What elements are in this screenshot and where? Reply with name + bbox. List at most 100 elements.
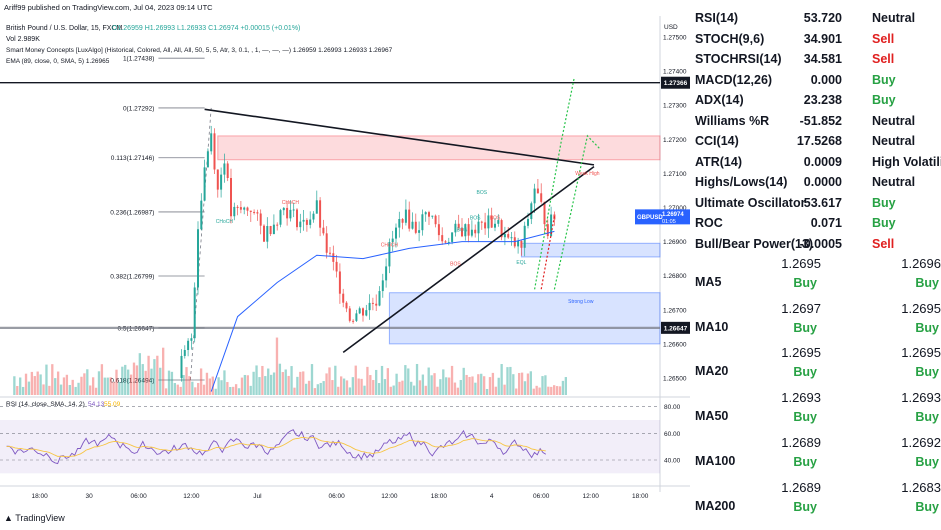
indicator-signal: Sell xyxy=(872,31,895,46)
candle-body xyxy=(210,133,213,152)
ma-name: MA100 xyxy=(695,453,736,468)
ma-exponential-signal: Buy xyxy=(915,499,939,514)
volume-bar xyxy=(517,372,521,395)
volume-bar xyxy=(462,367,465,395)
volume-bar xyxy=(220,380,223,395)
candle-body xyxy=(302,219,305,222)
volume-bar xyxy=(80,376,83,395)
volume-bar xyxy=(21,386,25,395)
candle-body xyxy=(338,271,341,294)
rsi-line xyxy=(6,429,547,465)
candle-body xyxy=(494,223,496,228)
moving-average-row: MA5 1.2695 Buy 1.2696 Buy xyxy=(690,256,941,300)
volume-bar xyxy=(176,384,179,395)
candle-body xyxy=(279,210,282,225)
price-axis-tick: 1.27000 xyxy=(663,205,687,212)
volume-bar xyxy=(135,365,139,395)
volume-bar xyxy=(328,367,331,395)
volume-bar xyxy=(54,378,57,395)
fib-level-label: 1(1.27438) xyxy=(123,56,154,63)
candle-body xyxy=(325,233,328,253)
volume-bar xyxy=(550,386,553,395)
smc-indicator-legend[interactable]: Smart Money Concepts [LuxAlgo] (Historic… xyxy=(6,47,393,54)
volume-bar xyxy=(307,380,311,395)
candle-body xyxy=(457,223,460,229)
time-axis-tick: 06:00 xyxy=(328,493,345,500)
indicator-signal: Neutral xyxy=(872,11,916,25)
volume-readout: Vol 2.989K xyxy=(6,36,40,43)
volume-bar xyxy=(465,374,468,395)
chart-canvas[interactable]: 0(1.27292) 0.113(1.27146) 0.236(1.26987) 0.… xyxy=(0,0,690,530)
volume-bar xyxy=(316,384,319,395)
publisher-line: Ariff99 published on TradingView.com, Ju… xyxy=(4,3,213,12)
volume-bar xyxy=(159,367,162,395)
ema-indicator-legend[interactable]: EMA (89, close, 0, SMA, 5) 1.26965 xyxy=(6,58,110,65)
indicator-row: STOCH(9,6) 34.901 Sell xyxy=(690,29,941,49)
candle-body xyxy=(226,163,229,179)
indicator-signal: Neutral xyxy=(872,175,916,189)
volume-bar xyxy=(36,371,39,395)
volume-bar xyxy=(223,370,226,395)
volume-bar xyxy=(208,378,212,395)
volume-bar xyxy=(252,371,255,395)
volume-bar xyxy=(197,383,200,395)
technical-summary-panel: RSI(14) 53.720 Neutral STOCH(9,6) 34.901 Sell… xyxy=(690,0,941,530)
candle-body xyxy=(540,193,543,202)
volume-bar xyxy=(147,355,150,395)
price-mark-badge xyxy=(661,321,690,334)
volume-bar xyxy=(445,377,448,395)
ma-name: MA200 xyxy=(695,498,736,513)
time-axis-tick: 18:00 xyxy=(632,493,649,500)
ohlc-readout: O1.26959 H1.26993 L1.26933 C1.26974 +0.0… xyxy=(112,25,301,32)
volume-bar xyxy=(497,377,500,395)
candle-body xyxy=(312,213,315,220)
volume-bar xyxy=(474,382,477,395)
volume-bar xyxy=(386,368,390,395)
ma-simple-value: 1.2689 xyxy=(781,479,821,495)
ma-simple-signal: Buy xyxy=(793,410,817,425)
indicator-row: ROC 0.071 Buy xyxy=(690,213,941,233)
candle-body xyxy=(193,287,196,339)
volume-bar xyxy=(427,367,430,395)
ma-name: MA20 xyxy=(695,364,729,379)
volume-bar xyxy=(337,386,340,395)
volume-bar xyxy=(439,379,442,395)
indicator-row: Highs/Lows(14) 0.0000 Neutral xyxy=(690,172,941,192)
volume-bar xyxy=(523,381,527,395)
volume-bar xyxy=(407,368,410,395)
ma-simple-value: 1.2697 xyxy=(781,300,821,316)
volume-bar xyxy=(418,380,422,395)
fib-level-label: 0.113(1.27146) xyxy=(111,155,155,162)
volume-bar xyxy=(59,384,63,395)
volume-bar xyxy=(267,368,270,395)
tradingview-chart[interactable]: 0(1.27292) 0.113(1.27146) 0.236(1.26987) 0.… xyxy=(0,0,690,530)
candle-body xyxy=(490,215,493,228)
volume-bar xyxy=(410,381,413,395)
volume-bar xyxy=(121,366,124,395)
volume-bar xyxy=(287,375,290,395)
volume-bar xyxy=(340,376,343,395)
volume-bar xyxy=(369,375,372,395)
candle-body xyxy=(203,167,206,201)
volume-bar xyxy=(42,384,45,395)
volume-bar xyxy=(202,384,206,395)
volume-bar xyxy=(532,388,535,395)
candle-body xyxy=(348,308,351,321)
volume-bar xyxy=(179,386,182,395)
ma-simple-value: 1.2693 xyxy=(781,390,821,406)
moving-average-row: MA100 1.2689 Buy 1.2692 Buy xyxy=(690,435,941,479)
supply-zone xyxy=(217,135,661,161)
volume-bar xyxy=(459,379,462,395)
candle-body xyxy=(464,224,467,237)
rsi-level-label: 60.00 xyxy=(664,431,681,438)
volume-bar xyxy=(115,369,118,395)
volume-bar xyxy=(89,385,92,395)
structure-label: CHoCH xyxy=(216,219,234,225)
volume-bar xyxy=(334,365,337,395)
candle-body xyxy=(239,207,242,210)
candle-body xyxy=(243,207,246,210)
symbol-line[interactable]: British Pound / U.S. Dollar, 15, FXCM xyxy=(6,25,123,32)
volume-bar xyxy=(310,364,314,395)
candle-body xyxy=(282,207,285,211)
volume-bar xyxy=(494,386,497,395)
